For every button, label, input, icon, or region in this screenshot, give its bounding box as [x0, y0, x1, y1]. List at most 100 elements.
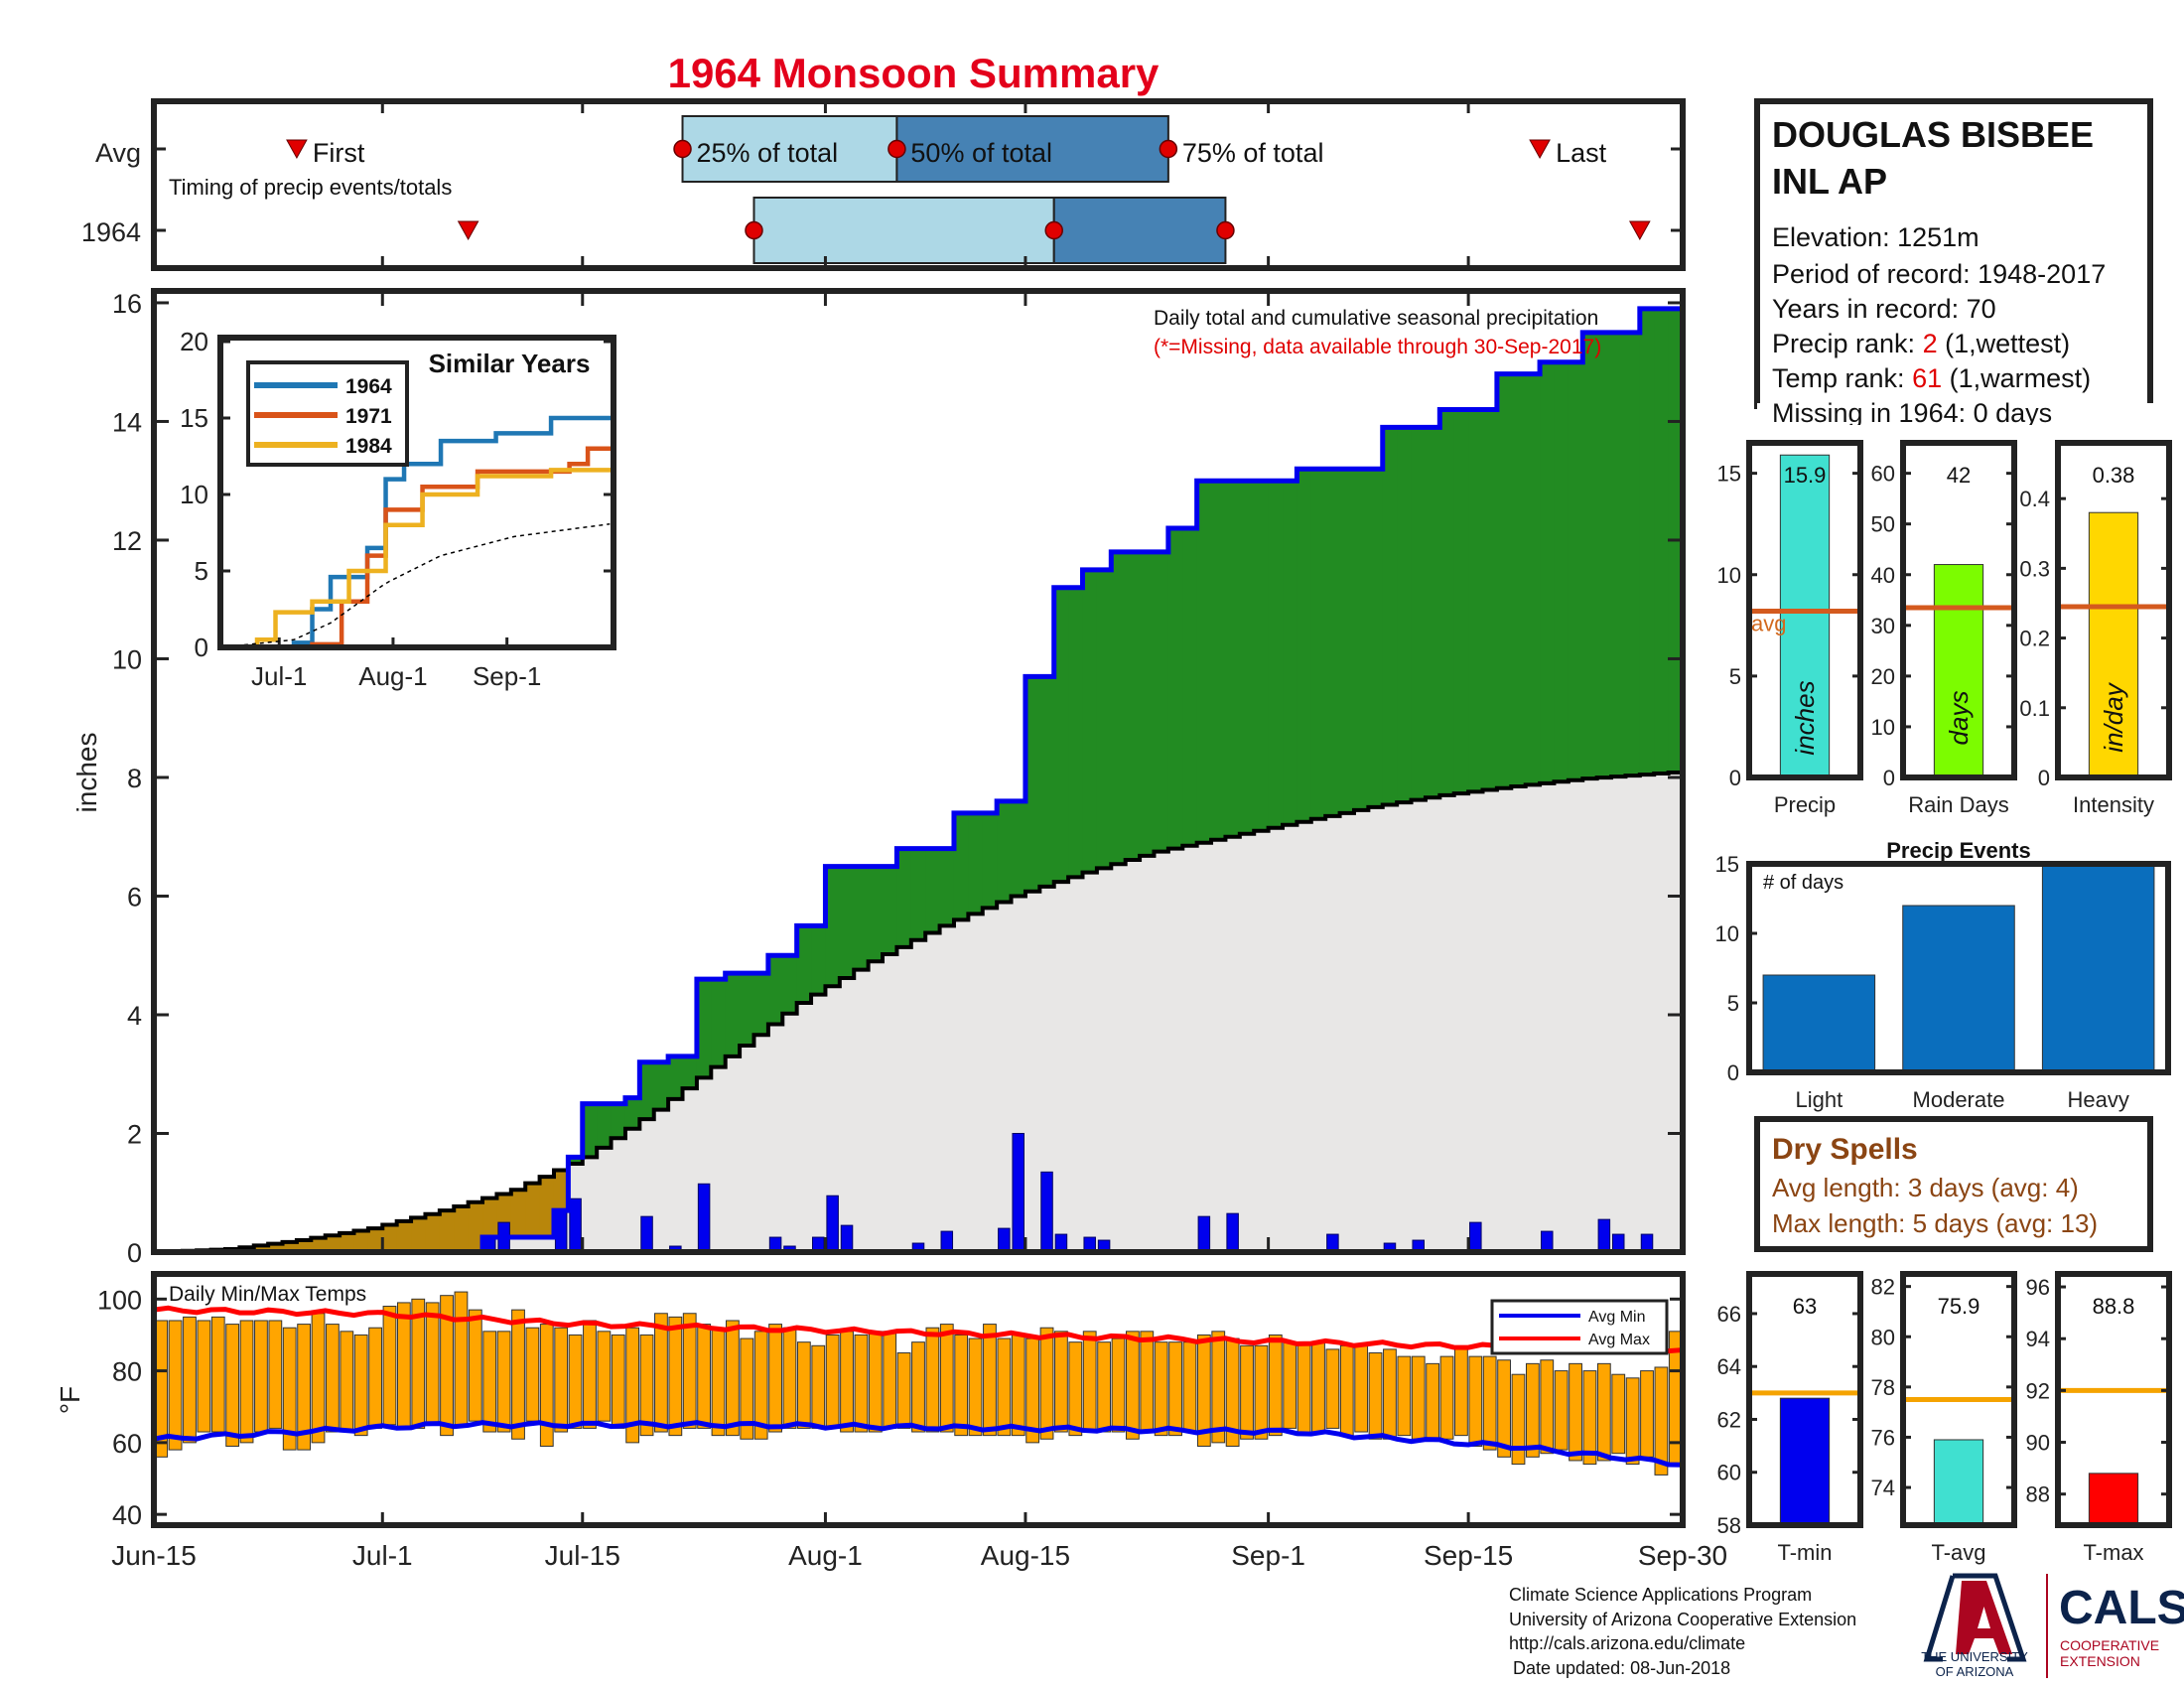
- daily-temp-bar: [239, 1320, 254, 1444]
- panel-ytick-label: 0.3: [2019, 556, 2050, 581]
- daily-temp-bar: [1525, 1362, 1540, 1458]
- panel-ytick-label: 94: [2026, 1327, 2050, 1351]
- ua-logo-line1: THE UNIVERSITY: [1921, 1649, 2028, 1664]
- panel-ytick-label: 60: [1871, 462, 1895, 487]
- legend-label-1984: 1984: [345, 435, 392, 458]
- daily-temp-bar: [1611, 1373, 1626, 1455]
- above-average-fill: [1625, 332, 1641, 776]
- below-average-fill: [296, 1240, 312, 1252]
- panel-bar: [2088, 511, 2139, 778]
- panel-ytick-label: 62: [1717, 1407, 1741, 1432]
- panel-ytick-label: 30: [1871, 614, 1895, 638]
- below-average-fill: [282, 1241, 298, 1252]
- daily-temp-bar: [1439, 1355, 1454, 1440]
- above-average-fill: [925, 848, 941, 933]
- daily-precip-bar: [998, 1227, 1011, 1253]
- daily-precip-bar: [1541, 1230, 1554, 1253]
- daily-temp-bar: [468, 1309, 482, 1422]
- temp-rank-note: (1,warmest): [1942, 363, 2091, 393]
- daily-temp-bar: [968, 1337, 983, 1437]
- above-average-fill: [611, 1103, 626, 1139]
- daily-temp-bar: [1368, 1352, 1383, 1440]
- daily-temp-bar: [597, 1331, 612, 1422]
- average-cumulative-line: [154, 771, 1685, 1254]
- avg-q50-marker: [887, 139, 906, 159]
- temp-ytick-label: 80: [112, 1357, 142, 1387]
- daily-precip-bar: [826, 1195, 839, 1253]
- avg-q25-q50-box: [681, 115, 898, 183]
- daily-temp-bar: [183, 1316, 197, 1444]
- panel-ytick-label: 92: [2026, 1378, 2050, 1403]
- university-arizona-logo: THE UNIVERSITY OF ARIZONA: [1921, 1573, 2028, 1679]
- legend-avg-max: Avg Max: [1588, 1332, 1650, 1348]
- temp-ytick-label: 40: [112, 1500, 142, 1530]
- below-average-fill: [382, 1224, 398, 1252]
- xtick-label: Jul-1: [352, 1540, 413, 1571]
- panel-ytick-label: 90: [2026, 1431, 2050, 1456]
- above-average-fill: [1654, 308, 1670, 774]
- page-title: 1964 Monsoon Summary: [668, 50, 1160, 96]
- panel-ytick-label: 0: [1729, 766, 1741, 790]
- panel-ytick-label: 0.2: [2019, 627, 2050, 651]
- panel-bar: [1933, 1439, 1984, 1526]
- last-label: Last: [1556, 138, 1607, 168]
- daily-precip-bar: [940, 1230, 954, 1253]
- above-average-fill: [1582, 332, 1598, 779]
- above-average-fill: [1140, 551, 1155, 856]
- panel-ytick-label: 64: [1717, 1354, 1741, 1379]
- average-cumulative-area: [154, 773, 1683, 1252]
- precip-ytick-label: 12: [112, 526, 142, 556]
- avg-q25-marker: [673, 139, 692, 159]
- avg-first-marker: [286, 139, 308, 160]
- above-average-fill: [753, 973, 769, 1036]
- dry-spells-title: Dry Spells: [1772, 1133, 1918, 1166]
- daily-temp-bar: [1554, 1370, 1569, 1451]
- daily-temp-bar: [1454, 1348, 1468, 1437]
- inset-xtick-label: Jul-1: [251, 661, 307, 691]
- daily-temp-bar: [1339, 1344, 1354, 1437]
- precip-ytick-label: 8: [127, 764, 142, 793]
- precip-events-xlabel: Moderate: [1913, 1087, 2005, 1112]
- panel-unit-label: days: [1944, 691, 1974, 746]
- xtick-label: Jun-15: [111, 1540, 197, 1571]
- inset-ytick-label: 5: [195, 556, 208, 586]
- above-average-fill: [1254, 481, 1270, 831]
- panel-value-label: 88.8: [2093, 1294, 2135, 1319]
- daily-temp-bar: [482, 1331, 497, 1433]
- avg-max-line: [153, 1305, 1684, 1354]
- above-average-fill: [1125, 551, 1141, 861]
- precip-ytick-label: 10: [112, 644, 142, 674]
- daily-temp-bar: [825, 1334, 840, 1429]
- above-average-fill: [1053, 587, 1069, 883]
- above-average-fill: [682, 1055, 698, 1089]
- q25-label: 25% of total: [697, 138, 839, 168]
- daily-temp-bar: [496, 1331, 511, 1433]
- block-a-red: [1956, 1581, 2012, 1654]
- panel-intensity: 0 0.1 0.2 0.3 0.4 0.38 Intensity in/day: [2019, 440, 2172, 817]
- daily-precip-bar: [1012, 1132, 1025, 1253]
- above-average-fill: [725, 973, 741, 1056]
- daily-temp-bar: [1283, 1341, 1297, 1429]
- temp-ytick-label: 100: [97, 1285, 142, 1315]
- above-average-fill: [668, 1055, 684, 1099]
- year-q25-q50-box: [752, 197, 1055, 264]
- panel-frame: [2055, 1271, 2172, 1528]
- daily-precip-bar: [1040, 1171, 1053, 1253]
- daily-temp-bar: [896, 1352, 911, 1429]
- panel-ytick-label: 5: [1729, 664, 1741, 689]
- footer-date: Date updated: 08-Jun-2018: [1513, 1658, 1730, 1678]
- missing-clip-mask: [1757, 425, 2154, 440]
- daily-temp-bar: [954, 1334, 969, 1437]
- panel-ytick-label: 0.1: [2019, 696, 2050, 721]
- temperature-ylabel: °F: [55, 1386, 85, 1414]
- daily-temp-bar: [1397, 1355, 1412, 1437]
- daily-temp-bar: [1240, 1344, 1254, 1440]
- below-average-fill: [396, 1220, 412, 1252]
- year-q50-marker: [1044, 220, 1063, 240]
- panel-unit-label: in/day: [2099, 681, 2128, 752]
- panel-unit-label: inches: [1790, 680, 1820, 755]
- precip-events-bar-moderate: [1902, 905, 2015, 1073]
- panel-value-label: 42: [1947, 463, 1971, 488]
- temperature-legend: Avg Min Avg Max: [1490, 1299, 1669, 1355]
